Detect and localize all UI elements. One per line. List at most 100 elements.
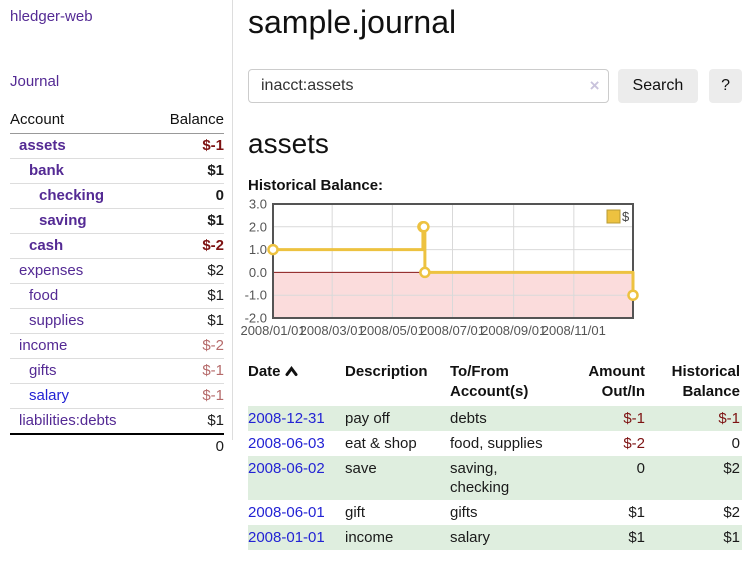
transaction-row: 2008-06-02 save saving, checking 0 $2 (248, 455, 742, 500)
account-balance: $-1 (202, 387, 224, 404)
search-input[interactable] (248, 68, 609, 103)
transaction-description: eat & shop (345, 434, 417, 452)
transaction-balance: $-1 (718, 409, 740, 427)
clear-search-icon[interactable]: × (589, 75, 600, 95)
transaction-date-link[interactable]: 2008-01-01 (248, 528, 325, 546)
transaction-amount: $1 (628, 503, 645, 521)
transaction-balance: 0 (731, 434, 740, 452)
transaction-accounts: saving, checking (450, 459, 510, 496)
svg-text:-1.0: -1.0 (245, 287, 267, 302)
svg-text:1.0: 1.0 (249, 242, 267, 257)
description-column-header: Description (345, 362, 428, 380)
transaction-accounts: food, supplies (450, 434, 543, 452)
account-link-assets[interactable]: assets (19, 137, 66, 154)
transaction-balance: $2 (723, 503, 740, 521)
account-balance: $1 (207, 287, 224, 304)
transaction-date-link[interactable]: 2008-06-03 (248, 434, 325, 452)
accounts-table: Account Balance assets $-1 bank $1 check… (10, 109, 224, 459)
account-balance: 0 (215, 187, 224, 204)
sort-ascending-icon (285, 363, 298, 383)
account-balance: $-1 (202, 362, 224, 379)
balance-column-header: Historical Balance (671, 362, 740, 400)
svg-text:0.0: 0.0 (249, 265, 267, 280)
account-balance: $-1 (202, 137, 224, 154)
search-button[interactable]: Search (617, 68, 699, 103)
account-row: income $-2 (10, 334, 224, 359)
transaction-accounts: gifts (450, 503, 478, 521)
sidebar-item-journal[interactable]: Journal (10, 73, 60, 90)
account-link-supplies[interactable]: supplies (29, 312, 85, 329)
transaction-row: 2008-06-03 eat & shop food, supplies $-2… (248, 431, 742, 456)
account-heading: assets (248, 127, 329, 159)
account-row: salary $-1 (10, 384, 224, 409)
svg-text:2008/03/01: 2008/03/01 (300, 323, 365, 338)
account-row: assets $-1 (10, 134, 224, 159)
account-link-expenses[interactable]: expenses (19, 262, 84, 279)
svg-text:2008/01/01: 2008/01/01 (240, 323, 305, 338)
transaction-description: pay off (345, 409, 390, 427)
register-table: Date Description To/From Account(s) Amou… (248, 360, 742, 550)
account-row: liabilities:debts $1 (10, 409, 224, 434)
svg-text:2008/09/01: 2008/09/01 (481, 323, 546, 338)
transaction-balance: $2 (723, 459, 740, 477)
sidebar: hledger-web Journal Account Balance asse… (0, 0, 233, 455)
account-column-header: Account (10, 111, 65, 128)
transaction-date-link[interactable]: 2008-06-01 (248, 503, 325, 521)
transaction-description: income (345, 528, 394, 546)
page-title: sample.journal (248, 4, 457, 40)
account-balance: $1 (207, 162, 224, 179)
account-link-bank[interactable]: bank (29, 162, 65, 179)
account-link-salary[interactable]: salary (29, 387, 70, 404)
svg-text:2008/05/01: 2008/05/01 (360, 323, 425, 338)
main-content: sample.journal × Search ? assets Histori… (240, 0, 742, 550)
account-row: food $1 (10, 284, 224, 309)
account-link-gifts[interactable]: gifts (29, 362, 57, 379)
account-link-saving[interactable]: saving (39, 212, 87, 229)
transaction-amount: $-1 (623, 409, 645, 427)
transaction-amount: $-2 (623, 434, 645, 452)
amount-column-header: Amount Out/In (588, 362, 645, 400)
accounts-column-header: To/From Account(s) (450, 362, 529, 400)
account-row: expenses $2 (10, 259, 224, 284)
account-link-liabilities-debts[interactable]: liabilities:debts (19, 412, 117, 429)
account-row: supplies $1 (10, 309, 224, 334)
account-link-income[interactable]: income (19, 337, 68, 354)
transaction-date-link[interactable]: 2008-12-31 (248, 409, 325, 427)
account-balance: $1 (207, 412, 224, 429)
account-balance: $1 (207, 212, 224, 229)
transaction-accounts: salary (450, 528, 491, 546)
svg-text:3.0: 3.0 (249, 196, 267, 211)
account-balance: $2 (207, 262, 224, 279)
account-link-checking[interactable]: checking (39, 187, 105, 204)
historical-balance-chart: 3.0 2.0 1.0 0.0 -1.0 -2.0 2008/01/01 2008/03/01… (240, 196, 648, 342)
transaction-description: gift (345, 503, 366, 521)
account-balance: $1 (207, 312, 224, 329)
transaction-date-link[interactable]: 2008-06-02 (248, 459, 325, 477)
chart-label: Historical Balance: (248, 176, 384, 194)
search-form: × Search ? (248, 68, 742, 103)
account-row: saving $1 (10, 209, 224, 234)
account-balance: $-2 (202, 337, 224, 354)
svg-text:2008/11/01: 2008/11/01 (542, 323, 606, 338)
accounts-table-header: Account Balance (10, 109, 224, 134)
svg-text:$: $ (622, 209, 630, 224)
account-row: gifts $-1 (10, 359, 224, 384)
transaction-description: save (345, 459, 377, 477)
transaction-balance: $1 (723, 528, 740, 546)
help-button[interactable]: ? (709, 68, 742, 103)
account-row: bank $1 (10, 159, 224, 184)
date-column-header[interactable]: Date (248, 360, 345, 406)
account-row: cash $-2 (10, 234, 224, 259)
app-title-link[interactable]: hledger-web (10, 8, 93, 25)
svg-text:2.0: 2.0 (249, 219, 267, 234)
register-header-row: Date Description To/From Account(s) Amou… (248, 360, 742, 406)
transaction-row: 2008-06-01 gift gifts $1 $2 (248, 500, 742, 525)
transaction-amount: $1 (628, 528, 645, 546)
account-link-food[interactable]: food (29, 287, 59, 304)
account-balance: $-2 (202, 237, 224, 254)
svg-text:-2.0: -2.0 (245, 310, 267, 325)
account-row: checking 0 (10, 184, 224, 209)
account-link-cash[interactable]: cash (29, 237, 64, 254)
svg-text:2008/07/01: 2008/07/01 (420, 323, 485, 338)
accounts-total-row: 0 (10, 434, 224, 459)
